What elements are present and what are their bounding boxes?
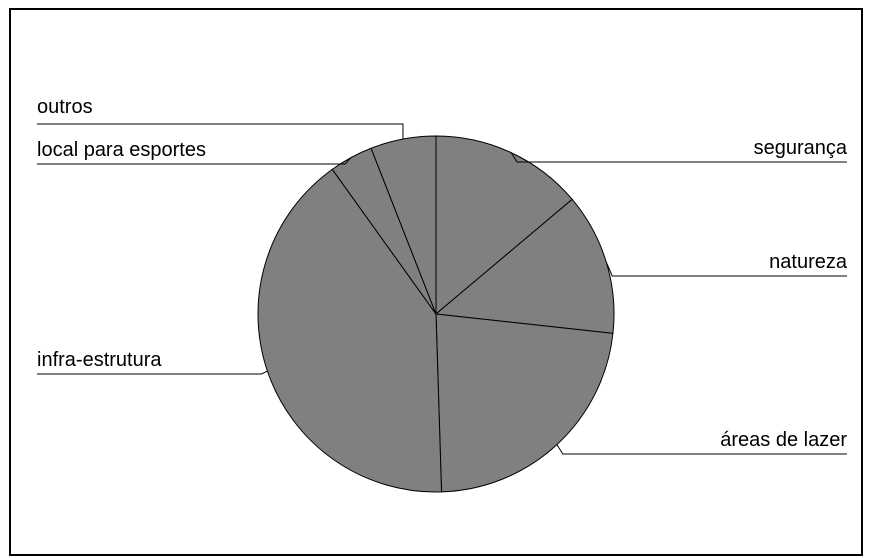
chart-frame: segurança natureza áreas de lazer infra-est… (9, 8, 863, 556)
slice-label-infra-estrutura: infra-estrutura (37, 349, 162, 371)
slice-label-seguranca: segurança (754, 137, 848, 159)
slice-label-outros: outros (37, 96, 93, 118)
leader-line-seguranca (510, 152, 847, 163)
pie-slice-natureza (434, 198, 615, 334)
slice-label-local-para-esportes: local para esportes (37, 139, 206, 161)
pie-slice-infra-estrutura (257, 168, 443, 493)
pie-chart: segurança natureza áreas de lazer infra-est… (37, 96, 848, 493)
leader-line-natureza (605, 261, 847, 277)
pie-slice-seguranca (435, 135, 573, 316)
leader-line-local-para-esportes (37, 157, 352, 165)
slice-label-areas-de-lazer: áreas de lazer (720, 429, 847, 451)
leader-line-infra-estrutura (37, 370, 268, 375)
leader-line-areas-de-lazer (556, 444, 847, 455)
slice-label-natureza: natureza (769, 251, 848, 273)
leader-line-outros (37, 123, 404, 140)
pie-slice-areas-de-lazer (435, 313, 614, 493)
